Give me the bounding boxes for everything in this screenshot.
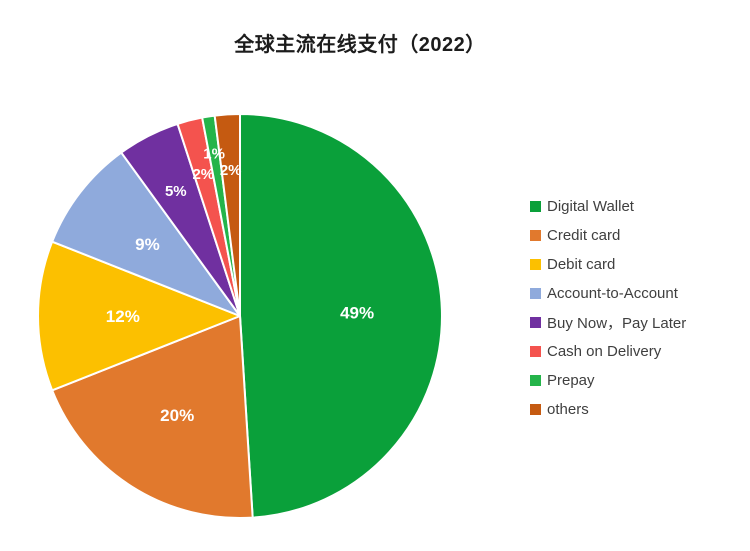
legend-swatch-icon <box>530 317 541 328</box>
legend-swatch-icon <box>530 288 541 299</box>
pie-slice-label-2: 12% <box>106 307 140 326</box>
pie-slice-label-7: 2% <box>220 162 242 179</box>
pie-slice-label-1: 20% <box>160 406 194 425</box>
legend-item-3: Account-to-Account <box>530 279 686 308</box>
legend-item-2: Debit card <box>530 250 686 279</box>
legend-item-1: Credit card <box>530 221 686 250</box>
legend-swatch-icon <box>530 404 541 415</box>
legend-label: Prepay <box>547 372 595 389</box>
legend-swatch-icon <box>530 375 541 386</box>
pie-slice-label-4: 5% <box>165 183 187 200</box>
legend-label: Buy Now，Pay Later <box>547 315 687 332</box>
pie-slice-1 <box>51 315 254 519</box>
legend-swatch-icon <box>530 259 541 270</box>
legend: Digital Wallet Credit card Debit card Accou… <box>530 192 686 424</box>
pie-slice-2 <box>37 240 241 392</box>
legend-item-0: Digital Wallet <box>530 192 686 221</box>
legend-label: Digital Wallet <box>547 198 634 215</box>
chart-title: 全球主流在线支付（2022） <box>234 34 486 56</box>
pie-slice-label-6: 1% <box>203 145 225 162</box>
legend-label: Cash on Delivery <box>547 343 662 360</box>
pie-slice-3 <box>51 151 241 317</box>
legend-item-5: Cash on Delivery <box>530 337 686 366</box>
pie-slice-label-5: 2% <box>192 166 214 183</box>
legend-label: Account-to-Account <box>547 285 678 302</box>
legend-item-4: Buy Now，Pay Later <box>530 308 686 337</box>
pie-slice-7 <box>213 112 241 317</box>
pie-slice-label-3: 9% <box>135 235 160 254</box>
pie-slice-0 <box>239 113 443 519</box>
legend-swatch-icon <box>530 346 541 357</box>
legend-swatch-icon <box>530 230 541 241</box>
legend-label: Credit card <box>547 227 621 244</box>
legend-swatch-icon <box>530 201 541 212</box>
legend-label: Debit card <box>547 256 616 273</box>
legend-label: others <box>547 401 589 418</box>
legend-item-7: others <box>530 395 686 424</box>
pie-slice-label-0: 49% <box>340 303 374 322</box>
legend-item-6: Prepay <box>530 366 686 395</box>
